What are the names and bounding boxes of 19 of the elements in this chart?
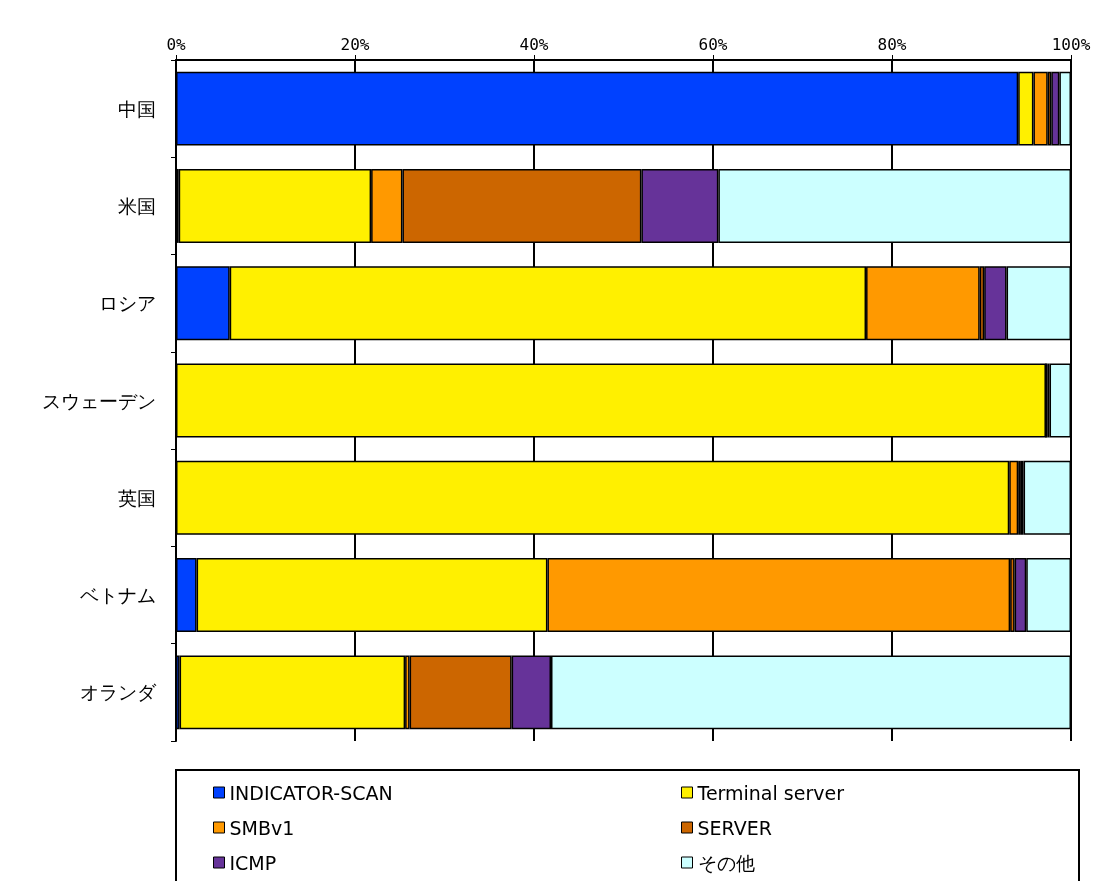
legend-label: ICMP [229, 851, 277, 874]
x-tick-label: 60% [698, 34, 728, 54]
x-tick-label: 80% [877, 34, 907, 54]
x-tick-label: 40% [519, 34, 549, 54]
legend-label: Terminal server [696, 781, 845, 804]
y-tick-label: ベトナム [80, 584, 156, 607]
legend-label: その他 [697, 851, 755, 874]
y-tick-label: 中国 [118, 97, 156, 120]
y-tick-label: スウェーデン [42, 389, 156, 412]
x-tick-label: 0% [166, 34, 186, 54]
legend-label: SMBv1 [229, 816, 295, 839]
y-tick-label: オランダ [80, 681, 157, 704]
x-tick-label: 100% [1051, 34, 1091, 54]
legend-label: SERVER [697, 816, 772, 839]
y-tick-label: ロシア [99, 292, 156, 315]
x-tick-label: 20% [340, 34, 370, 54]
y-tick-label: 米国 [118, 194, 156, 217]
y-tick-label: 英国 [118, 486, 156, 509]
legend-label: INDICATOR-SCAN [229, 781, 393, 804]
